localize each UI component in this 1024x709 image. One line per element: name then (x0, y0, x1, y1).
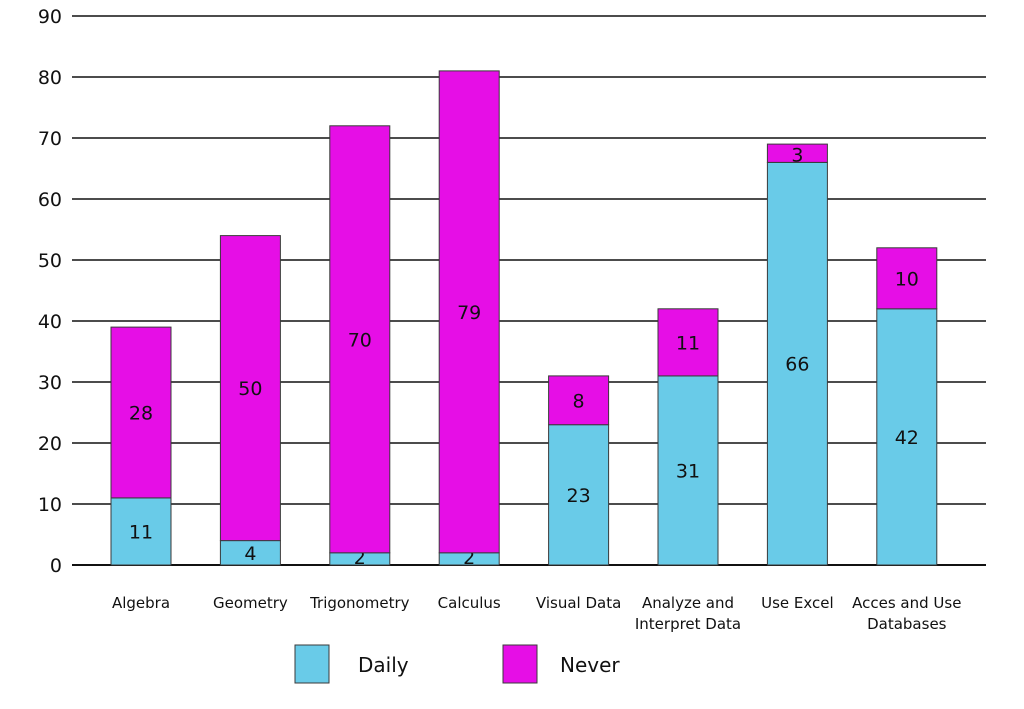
x-category-label: Use Excel (761, 594, 834, 612)
x-category-label: Visual Data (536, 594, 621, 612)
x-category-label: Acces and Use Databases (852, 594, 961, 633)
x-category-label: Algebra (112, 594, 170, 612)
bar-segment-never (438, 70, 500, 554)
bar-segment-never (219, 235, 281, 542)
y-tick-label: 80 (38, 67, 62, 89)
bar-segment-daily (657, 375, 719, 566)
data-label: 11 (129, 521, 153, 543)
x-category-label-line: Visual Data (536, 594, 621, 612)
x-category-label-line: Trigonometry (309, 594, 410, 612)
data-label: 79 (457, 302, 481, 324)
x-category-label-line: Analyze and (642, 594, 734, 612)
data-label: 10 (895, 268, 919, 290)
y-tick-label: 0 (50, 555, 62, 577)
x-category-label-line: Algebra (112, 594, 170, 612)
data-label: 70 (348, 329, 372, 351)
bar-segment-never (110, 326, 172, 499)
data-label: 50 (238, 378, 262, 400)
data-label: 28 (129, 403, 153, 425)
data-label: 4 (244, 543, 256, 565)
y-tick-label: 60 (38, 189, 62, 211)
y-axis-ticks: 0 10 20 30 40 50 60 70 80 90 (38, 6, 62, 577)
x-category-label-line: Interpret Data (635, 615, 741, 633)
bar-segment-never (548, 375, 610, 426)
x-category-label-line: Acces and Use (852, 594, 961, 612)
gridlines (72, 15, 986, 566)
bar-segment-never (657, 308, 719, 377)
data-label: 42 (895, 427, 919, 449)
bar-segment-never (876, 247, 938, 310)
x-category-label: Trigonometry (309, 594, 410, 612)
legend-swatch-never (502, 644, 538, 684)
data-label: 66 (785, 354, 809, 376)
legend-swatch-daily (294, 644, 330, 684)
bar-segment-daily (876, 308, 938, 566)
bar-segment-never (329, 125, 391, 554)
y-tick-label: 40 (38, 311, 62, 333)
bar-segment-never (766, 143, 828, 163)
y-tick-label: 10 (38, 494, 62, 516)
data-label: 11 (676, 332, 700, 354)
legend-label-never: Never (560, 653, 620, 677)
x-category-label-line: Calculus (438, 594, 501, 612)
x-axis-categories: Algebra Geometry Trigonometry Calculus Visua… (112, 594, 961, 633)
legend: Daily Never (294, 644, 620, 684)
bar-segment-daily (219, 540, 281, 566)
y-tick-label: 70 (38, 128, 62, 150)
data-label: 3 (791, 144, 803, 166)
legend-label-daily: Daily (358, 653, 409, 677)
x-category-label: Calculus (438, 594, 501, 612)
x-category-label-line: Use Excel (761, 594, 834, 612)
x-category-label-line: Databases (867, 615, 947, 633)
bar-segment-daily (548, 424, 610, 566)
y-tick-label: 20 (38, 433, 62, 455)
data-label: 8 (573, 390, 585, 412)
y-tick-label: 50 (38, 250, 62, 272)
data-label: 31 (676, 460, 700, 482)
data-label: 23 (567, 485, 591, 507)
y-tick-label: 90 (38, 6, 62, 28)
x-category-label: Analyze and Interpret Data (635, 594, 741, 633)
x-category-label-line: Geometry (213, 594, 288, 612)
y-tick-label: 30 (38, 372, 62, 394)
bar-segment-daily (766, 161, 828, 566)
x-category-label: Geometry (213, 594, 288, 612)
